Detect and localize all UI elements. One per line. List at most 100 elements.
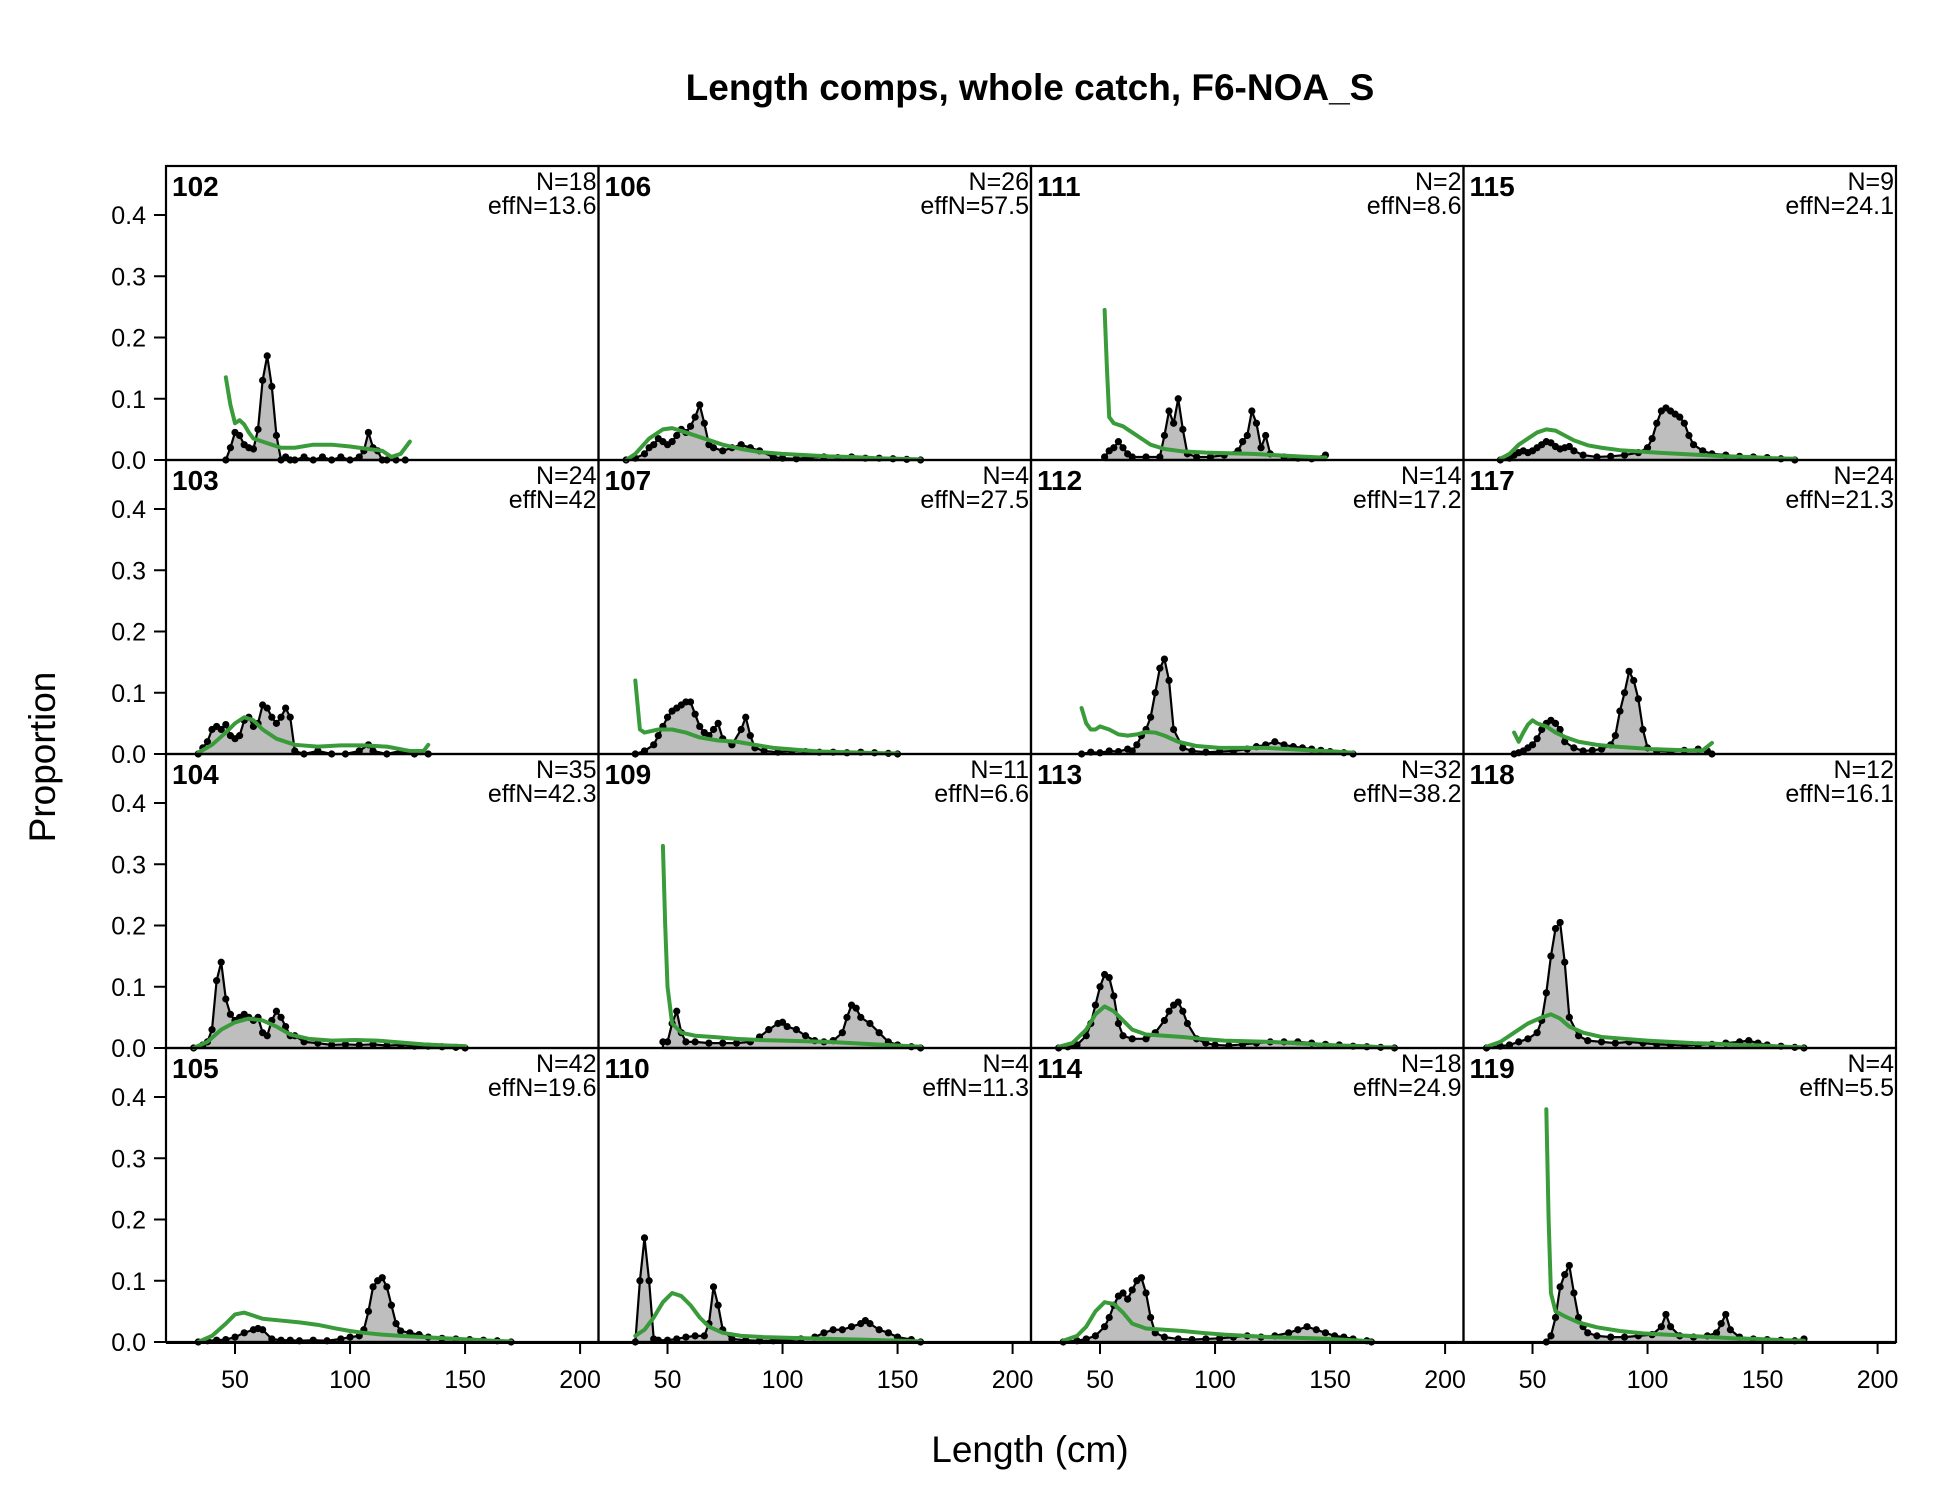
observed-point bbox=[1243, 431, 1251, 440]
expected-line bbox=[223, 375, 412, 459]
observed-point bbox=[1620, 451, 1629, 459]
observed-point bbox=[328, 1041, 336, 1049]
observed-point bbox=[1611, 1039, 1619, 1047]
panel-effn-label: effN=24.9 bbox=[1353, 1074, 1462, 1102]
observed-point bbox=[217, 725, 225, 734]
observed-point bbox=[217, 958, 225, 966]
observed-point bbox=[719, 1039, 727, 1047]
observed-point bbox=[1101, 1323, 1109, 1331]
observed-point bbox=[1174, 395, 1182, 403]
observed-point bbox=[369, 747, 377, 755]
observed-point bbox=[1096, 983, 1104, 991]
observed-point bbox=[1630, 676, 1638, 685]
observed-point bbox=[1285, 1329, 1293, 1337]
observed-point bbox=[1533, 735, 1541, 743]
panel-label: 115 bbox=[1470, 171, 1515, 202]
panel-effn-label: effN=42.3 bbox=[488, 780, 597, 808]
panel-effn-label: effN=21.3 bbox=[1785, 486, 1894, 514]
observed-point bbox=[222, 995, 230, 1003]
observed-point bbox=[1593, 453, 1601, 461]
panel-effn-label: effN=24.1 bbox=[1785, 192, 1894, 220]
observed-point bbox=[1685, 431, 1693, 440]
observed-point bbox=[1211, 1041, 1219, 1049]
observed-point bbox=[682, 1038, 690, 1046]
observed-point bbox=[696, 722, 704, 731]
observed-point bbox=[737, 441, 745, 449]
observed-point bbox=[1156, 453, 1164, 461]
observed-point bbox=[765, 1026, 773, 1034]
expected-line bbox=[624, 426, 923, 462]
observed-point bbox=[1551, 924, 1560, 933]
observed-point bbox=[341, 1040, 350, 1048]
observed-point bbox=[277, 1013, 285, 1021]
x-tick-label: 100 bbox=[762, 1366, 804, 1394]
observed-point bbox=[259, 376, 267, 384]
expected-line bbox=[191, 1016, 468, 1050]
observed-area bbox=[192, 961, 467, 1050]
x-tick-label: 50 bbox=[221, 1366, 249, 1394]
observed-point bbox=[378, 1274, 386, 1282]
observed-point bbox=[222, 721, 230, 729]
observed-point bbox=[355, 747, 363, 755]
observed-area bbox=[1057, 973, 1396, 1050]
observed-point bbox=[742, 713, 750, 721]
observed-point bbox=[249, 445, 258, 453]
observed-point bbox=[1160, 655, 1169, 663]
panel-n-label: N=35 bbox=[536, 756, 596, 784]
observed-point bbox=[1565, 442, 1573, 451]
expected-line bbox=[196, 715, 431, 755]
panel-label: 118 bbox=[1470, 759, 1515, 790]
panel-label: 105 bbox=[172, 1053, 219, 1084]
observed-point bbox=[1722, 1310, 1730, 1319]
observed-point bbox=[1561, 738, 1569, 746]
observed-point bbox=[673, 1335, 681, 1343]
observed-point bbox=[1216, 1334, 1224, 1342]
observed-point bbox=[1110, 444, 1118, 452]
observed-point bbox=[1593, 1332, 1601, 1340]
observed-point bbox=[700, 419, 708, 427]
panel-effn-label: effN=38.2 bbox=[1353, 780, 1462, 808]
y-tick-label: 0.1 bbox=[111, 1268, 146, 1296]
observed-point bbox=[691, 1038, 699, 1046]
observed-point bbox=[1657, 1323, 1665, 1331]
observed-point bbox=[1745, 1037, 1753, 1045]
expected-line bbox=[1102, 307, 1328, 460]
x-tick-label: 200 bbox=[992, 1366, 1034, 1394]
observed-point bbox=[1271, 738, 1279, 746]
panel-effn-label: effN=5.5 bbox=[1799, 1074, 1894, 1102]
observed-point bbox=[1699, 447, 1707, 455]
x-tick-label: 150 bbox=[877, 1366, 919, 1394]
observed-point bbox=[1303, 1323, 1311, 1331]
observed-point bbox=[1565, 1013, 1573, 1021]
panel-n-label: N=2 bbox=[1415, 168, 1462, 196]
observed-point bbox=[1653, 419, 1661, 427]
observed-point bbox=[208, 1026, 216, 1034]
panel-label: 102 bbox=[172, 171, 219, 202]
observed-point bbox=[875, 1029, 883, 1037]
observed-point bbox=[268, 1335, 276, 1343]
observed-point bbox=[1620, 689, 1629, 697]
observed-point bbox=[866, 1019, 874, 1028]
observed-point bbox=[673, 1007, 681, 1015]
observed-point bbox=[1561, 1271, 1569, 1279]
observed-point bbox=[1193, 453, 1201, 461]
observed-point bbox=[1625, 667, 1633, 675]
observed-point bbox=[1124, 1295, 1132, 1303]
expected-line bbox=[660, 843, 923, 1049]
panel-effn-label: effN=17.2 bbox=[1353, 486, 1462, 514]
observed-point bbox=[709, 444, 718, 452]
observed-point bbox=[1105, 1313, 1113, 1322]
expected-line bbox=[1484, 1012, 1806, 1050]
observed-point bbox=[691, 710, 699, 718]
x-tick-label: 200 bbox=[1857, 1366, 1899, 1394]
panel-n-label: N=42 bbox=[536, 1050, 596, 1078]
